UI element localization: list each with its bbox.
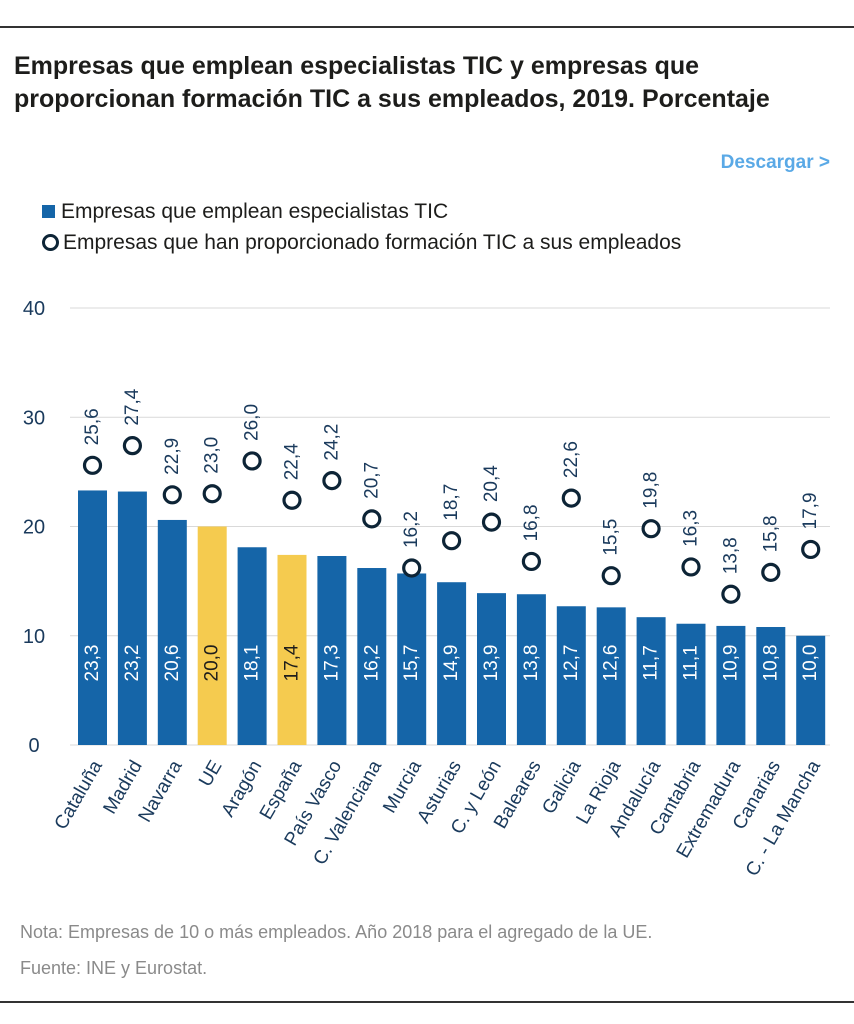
chart-source: Fuente: INE y Eurostat. — [20, 958, 208, 978]
legend: Empresas que emplean especialistas TIC E… — [42, 196, 681, 258]
x-category-label: Cataluña — [51, 757, 107, 834]
circle-value-label: 27,4 — [122, 388, 143, 425]
bar-value-label: 16,2 — [361, 645, 382, 682]
bar-value-label: 18,1 — [242, 645, 263, 682]
bar — [397, 573, 427, 745]
chart-title: Empresas que emplean especialistas TIC y… — [14, 52, 770, 113]
bar — [237, 547, 267, 745]
circle-marker — [601, 566, 621, 586]
bar-value-label: 11,1 — [681, 645, 702, 681]
bar-swatch-icon — [42, 205, 55, 218]
circle-marker — [761, 562, 781, 582]
circle-marker — [721, 584, 741, 604]
bar — [437, 582, 467, 745]
circle-value-label: 24,2 — [321, 424, 342, 461]
circle-marker — [801, 539, 821, 560]
bar-value-label: 14,9 — [441, 645, 462, 682]
bar-value-label: 17,3 — [321, 645, 342, 682]
circle-marker — [561, 488, 581, 508]
bar — [157, 519, 187, 745]
bar-value-label: 12,7 — [561, 645, 582, 682]
legend-label-circles: Empresas que han proporcionado formación… — [63, 230, 682, 254]
bar-value-label: 23,3 — [82, 645, 103, 682]
circle-marker — [442, 531, 462, 551]
bar-value-label: 13,8 — [521, 645, 542, 682]
bar-value-label: 10,0 — [800, 645, 821, 682]
circle-marker — [82, 455, 103, 475]
y-tick-label: 40 — [23, 298, 45, 320]
bar — [516, 594, 546, 745]
bar — [357, 568, 387, 745]
bar — [78, 490, 107, 745]
bar — [477, 593, 506, 745]
bar-chart: 01020304023,325,6Cataluña23,227,4Madrid2… — [23, 298, 830, 880]
y-tick-label: 10 — [23, 626, 45, 648]
bar-value-label: 12,6 — [601, 645, 622, 682]
download-link[interactable]: Descargar > — [720, 152, 830, 173]
circle-marker — [202, 484, 222, 504]
bar — [117, 491, 147, 745]
legend-item-bars: Empresas que emplean especialistas TIC — [42, 196, 681, 227]
circle-value-label: 18,7 — [441, 484, 462, 521]
bar — [716, 625, 746, 745]
circle-value-label: 22,4 — [282, 443, 303, 480]
bar-value-label: 10,8 — [760, 645, 781, 682]
circle-value-label: 15,5 — [601, 519, 622, 556]
bar-value-label: 11,7 — [641, 645, 662, 681]
bar-value-label: 20,6 — [162, 645, 183, 682]
top-rule — [0, 26, 854, 28]
bar — [317, 555, 347, 745]
circle-value-label: 26,0 — [242, 404, 263, 441]
bar — [756, 627, 786, 745]
bar — [277, 554, 307, 745]
circle-value-label: 22,6 — [561, 441, 582, 478]
circle-value-label: 13,8 — [720, 537, 741, 574]
bar — [676, 623, 706, 745]
circle-value-label: 22,9 — [162, 438, 183, 475]
circle-marker — [521, 551, 542, 572]
circle-value-label: 19,8 — [641, 472, 662, 509]
circle-marker — [242, 451, 262, 471]
legend-label-bars: Empresas que emplean especialistas TIC — [61, 199, 449, 223]
y-tick-label: 0 — [28, 735, 39, 757]
circle-value-label: 25,6 — [82, 408, 103, 445]
circle-value-label: 15,8 — [760, 515, 781, 552]
bar — [197, 526, 227, 745]
chart-note: Nota: Empresas de 10 o más empleados. Añ… — [20, 922, 653, 942]
circle-marker — [362, 509, 382, 529]
circle-value-label: 16,3 — [681, 510, 702, 547]
circle-value-label: 20,7 — [361, 462, 382, 499]
circle-marker — [641, 519, 661, 539]
y-tick-label: 20 — [23, 517, 45, 539]
bar-value-label: 13,9 — [481, 645, 502, 682]
bar — [556, 606, 586, 745]
circle-value-label: 23,0 — [202, 437, 223, 474]
circle-marker — [122, 436, 142, 456]
bottom-rule — [0, 1001, 854, 1003]
circle-swatch-icon — [42, 234, 59, 251]
bar-value-label: 17,4 — [282, 644, 303, 681]
x-category-label: UE — [195, 757, 226, 790]
bar-value-label: 20,0 — [202, 645, 223, 682]
circle-value-label: 16,2 — [401, 511, 422, 548]
circle-marker — [681, 557, 701, 577]
bar-value-label: 15,7 — [401, 645, 422, 682]
bar — [636, 617, 666, 745]
legend-item-circles: Empresas que han proporcionado formación… — [42, 227, 681, 258]
y-tick-label: 30 — [23, 407, 45, 429]
circle-marker — [481, 512, 502, 532]
bar — [596, 607, 626, 745]
circle-marker — [402, 558, 422, 578]
bar-value-label: 10,9 — [720, 645, 741, 682]
circle-value-label: 16,8 — [521, 504, 542, 541]
circle-marker — [282, 490, 302, 510]
circle-value-label: 20,4 — [481, 465, 502, 502]
bar — [796, 635, 826, 745]
circle-value-label: 17,9 — [800, 492, 821, 529]
bar-value-label: 23,2 — [122, 645, 143, 682]
circle-marker — [162, 485, 182, 505]
circle-marker — [322, 471, 342, 491]
